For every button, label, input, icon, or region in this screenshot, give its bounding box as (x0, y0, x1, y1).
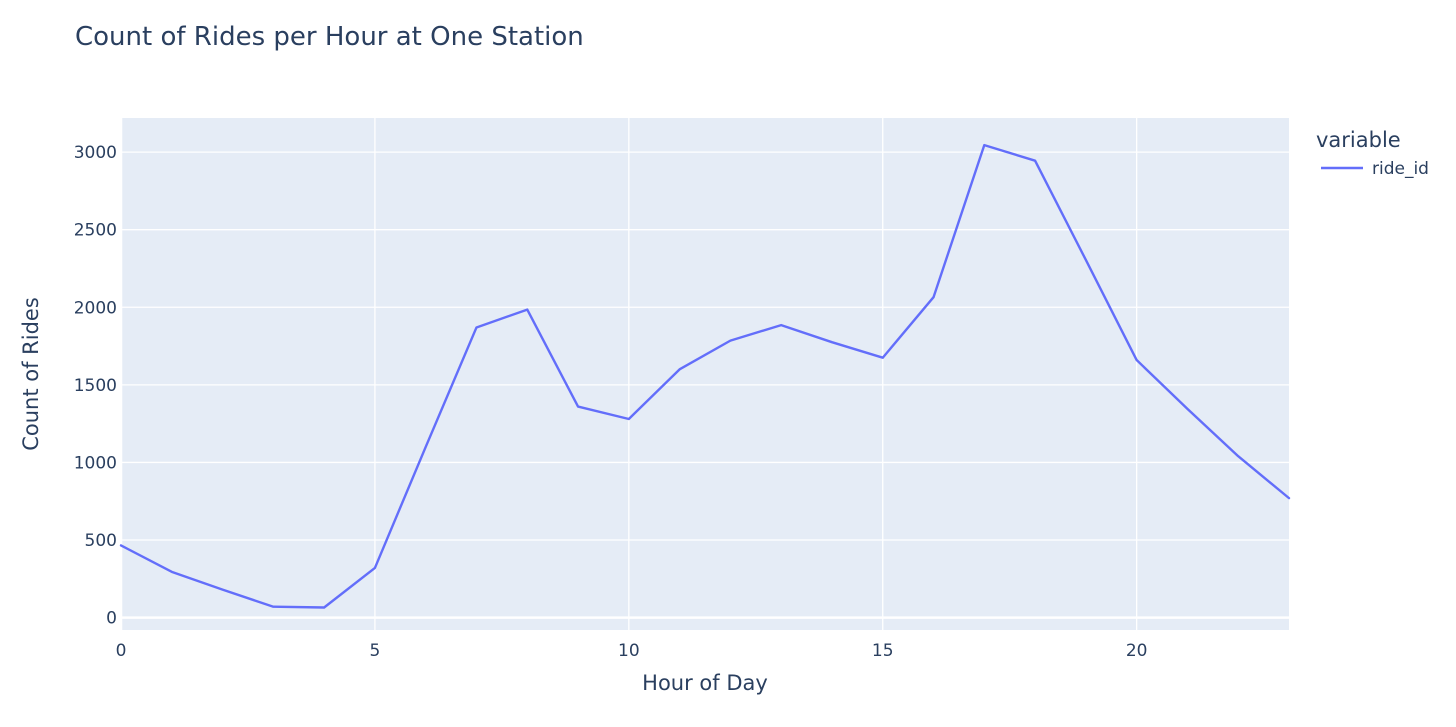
series-lines (119, 143, 1291, 609)
legend[interactable]: variable ride_id (1316, 128, 1429, 179)
tick-labels: 0 5 10 15 20 0 500 1000 1500 2000 2500 3000 (74, 143, 1148, 661)
legend-item-label[interactable]: ride_id (1372, 159, 1429, 179)
series-line-ride_id[interactable] (119, 143, 1291, 609)
x-tick-label: 15 (872, 641, 894, 661)
x-tick-label: 20 (1126, 641, 1148, 661)
legend-items[interactable]: ride_id (1321, 159, 1429, 179)
y-tick-label: 3000 (74, 143, 117, 163)
x-tick-label: 10 (618, 641, 640, 661)
x-tick-label: 0 (116, 641, 127, 661)
x-tick-label: 5 (369, 641, 380, 661)
y-tick-label: 0 (106, 609, 117, 629)
chart-title: Count of Rides per Hour at One Station (75, 22, 584, 52)
y-tick-label: 2000 (74, 298, 117, 318)
grid-lines (119, 118, 1289, 630)
x-axis-title: Hour of Day (642, 671, 768, 695)
y-tick-label: 2500 (74, 221, 117, 241)
y-tick-label: 1000 (74, 453, 117, 473)
y-axis-title: Count of Rides (19, 297, 43, 451)
y-tick-label: 1500 (74, 376, 117, 396)
y-tick-label: 500 (85, 531, 117, 551)
plot-area (121, 118, 1289, 630)
legend-title: variable (1316, 128, 1401, 152)
